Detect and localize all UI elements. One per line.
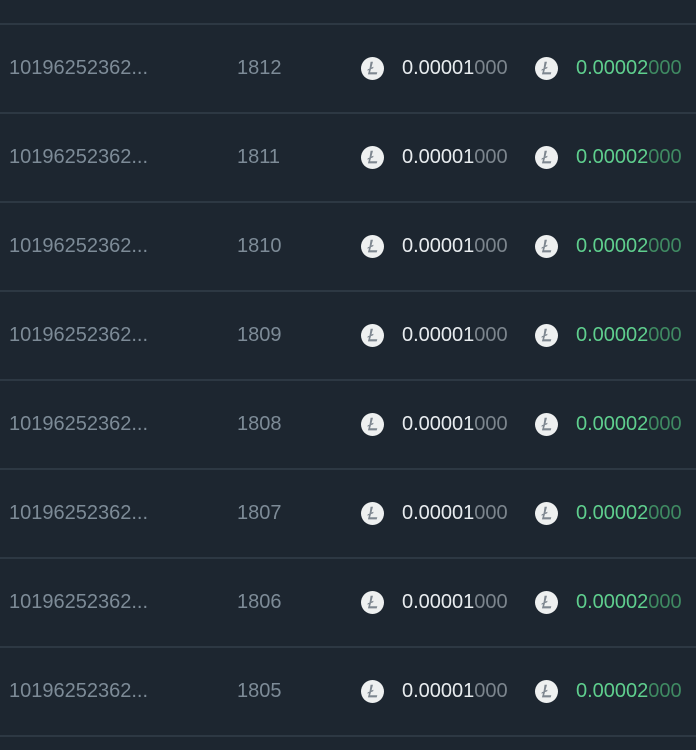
table-row[interactable]: 10196252362... 1807 0.00001000 0.0000200… — [0, 468, 696, 557]
block-number: 1805 — [237, 680, 282, 702]
table-row[interactable]: 10196252362... 1805 0.00001000 0.0000200… — [0, 646, 696, 737]
litecoin-icon — [535, 57, 558, 80]
table-row[interactable]: 10196252362... 1811 0.00001000 0.0000200… — [0, 112, 696, 201]
amount-main: 0.00001 — [402, 57, 475, 79]
block-number: 1808 — [237, 413, 282, 435]
block-number: 1806 — [237, 591, 282, 613]
reward-main: 0.00002 — [576, 235, 649, 257]
reward-tail: 000 — [648, 680, 682, 702]
litecoin-icon — [361, 680, 384, 703]
reward-tail: 000 — [648, 146, 682, 168]
amount-main: 0.00001 — [402, 591, 475, 613]
amount-value: 0.00001000 — [402, 381, 508, 468]
reward-main: 0.00002 — [576, 502, 649, 524]
reward-main: 0.00002 — [576, 146, 649, 168]
litecoin-icon — [361, 146, 384, 169]
amount-tail: 000 — [474, 235, 508, 257]
amount-main: 0.00001 — [402, 413, 475, 435]
table-row[interactable]: 10196252362... 1806 0.00001000 0.0000200… — [0, 557, 696, 646]
reward-value: 0.00002000 — [576, 648, 682, 735]
litecoin-icon — [361, 413, 384, 436]
reward-main: 0.00002 — [576, 591, 649, 613]
amount-tail: 000 — [474, 591, 508, 613]
amount-tail: 000 — [474, 57, 508, 79]
amount-main: 0.00001 — [402, 680, 475, 702]
transaction-id: 10196252362... — [9, 591, 149, 613]
reward-value: 0.00002000 — [576, 114, 682, 201]
reward-tail: 000 — [648, 413, 682, 435]
litecoin-icon — [535, 680, 558, 703]
reward-tail: 000 — [648, 591, 682, 613]
transaction-id: 10196252362... — [9, 502, 149, 524]
reward-main: 0.00002 — [576, 324, 649, 346]
litecoin-icon — [535, 591, 558, 614]
amount-main: 0.00001 — [402, 146, 475, 168]
reward-value: 0.00002000 — [576, 470, 682, 557]
reward-tail: 000 — [648, 57, 682, 79]
table-row[interactable]: 10196252362... 1810 0.00001000 0.0000200… — [0, 201, 696, 290]
amount-tail: 000 — [474, 146, 508, 168]
reward-main: 0.00002 — [576, 413, 649, 435]
block-number: 1810 — [237, 235, 282, 257]
litecoin-icon — [535, 413, 558, 436]
reward-value: 0.00002000 — [576, 203, 682, 290]
litecoin-icon — [535, 502, 558, 525]
table-row[interactable]: 10196252362... 1808 0.00001000 0.0000200… — [0, 379, 696, 468]
litecoin-icon — [361, 57, 384, 80]
block-number: 1812 — [237, 57, 282, 79]
amount-main: 0.00001 — [402, 324, 475, 346]
reward-tail: 000 — [648, 324, 682, 346]
litecoin-icon — [361, 502, 384, 525]
amount-value: 0.00001000 — [402, 648, 508, 735]
reward-main: 0.00002 — [576, 680, 649, 702]
transaction-id: 10196252362... — [9, 57, 149, 79]
litecoin-icon — [361, 324, 384, 347]
amount-value: 0.00001000 — [402, 114, 508, 201]
amount-value: 0.00001000 — [402, 292, 508, 379]
amount-tail: 000 — [474, 324, 508, 346]
transaction-id: 10196252362... — [9, 146, 149, 168]
reward-value: 0.00002000 — [576, 559, 682, 646]
amount-main: 0.00001 — [402, 502, 475, 524]
litecoin-icon — [535, 235, 558, 258]
transaction-id: 10196252362... — [9, 235, 149, 257]
amount-value: 0.00001000 — [402, 470, 508, 557]
litecoin-icon — [535, 324, 558, 347]
amount-main: 0.00001 — [402, 235, 475, 257]
reward-value: 0.00002000 — [576, 25, 682, 112]
amount-value: 0.00001000 — [402, 559, 508, 646]
reward-main: 0.00002 — [576, 57, 649, 79]
transaction-list: 10196252362... 1812 0.00001000 0.0000200… — [0, 23, 696, 737]
block-number: 1809 — [237, 324, 282, 346]
transaction-id: 10196252362... — [9, 413, 149, 435]
litecoin-icon — [361, 235, 384, 258]
reward-value: 0.00002000 — [576, 381, 682, 468]
litecoin-icon — [361, 591, 384, 614]
amount-tail: 000 — [474, 502, 508, 524]
table-row[interactable]: 10196252362... 1812 0.00001000 0.0000200… — [0, 23, 696, 112]
transaction-id: 10196252362... — [9, 680, 149, 702]
amount-tail: 000 — [474, 413, 508, 435]
block-number: 1811 — [237, 146, 281, 168]
transaction-id: 10196252362... — [9, 324, 149, 346]
block-number: 1807 — [237, 502, 282, 524]
litecoin-icon — [535, 146, 558, 169]
amount-value: 0.00001000 — [402, 203, 508, 290]
reward-tail: 000 — [648, 502, 682, 524]
reward-tail: 000 — [648, 235, 682, 257]
amount-tail: 000 — [474, 680, 508, 702]
reward-value: 0.00002000 — [576, 292, 682, 379]
amount-value: 0.00001000 — [402, 25, 508, 112]
table-row[interactable]: 10196252362... 1809 0.00001000 0.0000200… — [0, 290, 696, 379]
